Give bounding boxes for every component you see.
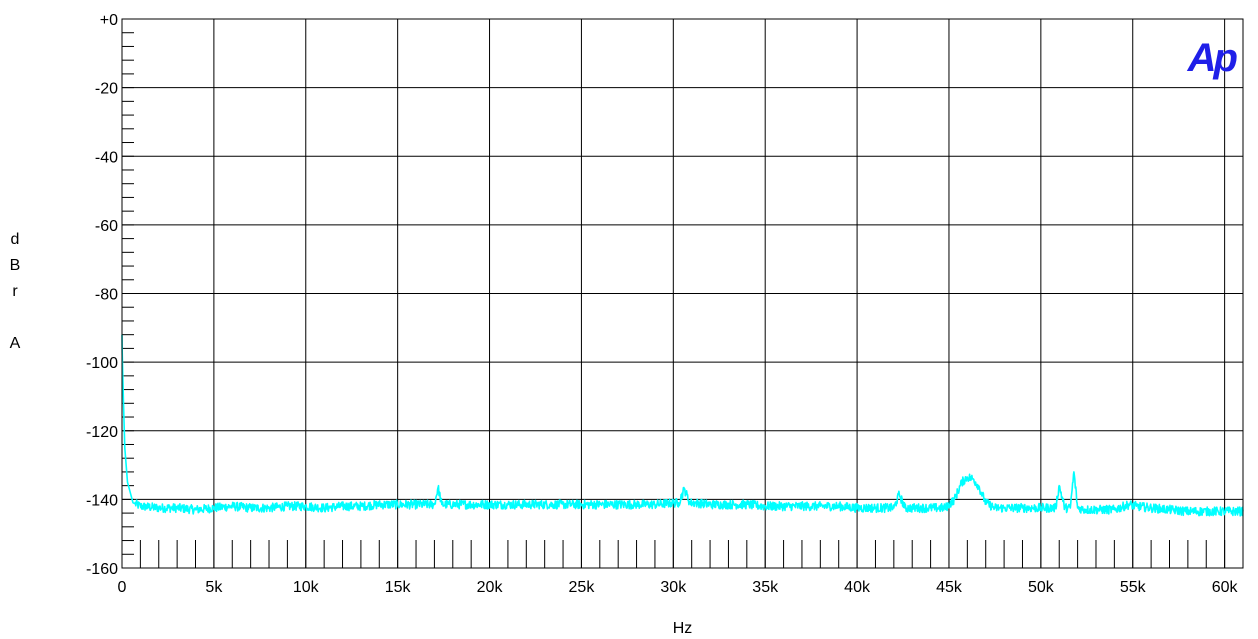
x-tick-label: 40k: [844, 579, 871, 596]
x-tick-label: 0: [118, 579, 127, 596]
y-tick-label: -60: [95, 218, 118, 235]
x-tick-label: 15k: [385, 579, 412, 596]
spectrum-line: [121, 334, 1244, 517]
x-tick-label: 30k: [660, 579, 687, 596]
y-axis-label: dBr A: [10, 231, 21, 352]
y-tick-label: -40: [95, 149, 118, 166]
y-tick-label: -140: [86, 492, 118, 509]
y-tick-label: -120: [86, 424, 118, 441]
x-tick-label: 20k: [477, 579, 504, 596]
ap-logo: Ap: [1187, 36, 1238, 80]
x-tick-label: 5k: [205, 579, 223, 596]
y-axis-label-char: r: [12, 283, 18, 300]
y-tick-labels: +0 -20 -40 -60 -80 -100 -120 -140 -160: [86, 12, 118, 578]
y-axis-label-char: A: [10, 335, 21, 352]
y-axis-label-char: B: [10, 257, 21, 274]
y-tick-label: -100: [86, 355, 118, 372]
y-tick-label: +0: [100, 12, 118, 29]
x-tick-labels: 0 5k 10k 15k 20k 25k 30k 35k 40k 45k 50k 55k 60k: [118, 579, 1239, 596]
series-layer: [121, 334, 1244, 517]
x-tick-label: 50k: [1028, 579, 1055, 596]
x-tick-label: 10k: [293, 579, 320, 596]
x-tick-label: 45k: [936, 579, 963, 596]
plot-frame: [121, 18, 1244, 569]
y-axis-label-char: d: [11, 231, 20, 248]
x-tick-label: 25k: [569, 579, 596, 596]
y-tick-label: -160: [86, 561, 118, 578]
x-tick-label: 55k: [1120, 579, 1147, 596]
x-tick-label: 35k: [752, 579, 779, 596]
y-tick-label: -80: [95, 287, 118, 304]
y-tick-label: -20: [95, 81, 118, 98]
x-tick-label: 60k: [1212, 579, 1239, 596]
x-axis-label: Hz: [673, 620, 693, 637]
